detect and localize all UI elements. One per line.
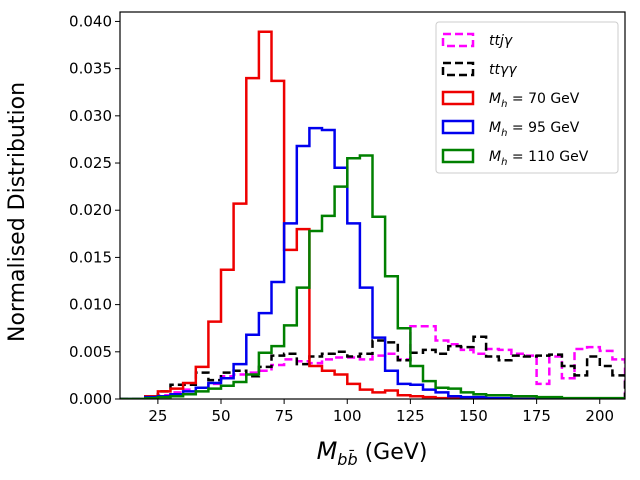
legend-swatch bbox=[441, 90, 475, 106]
legend-box bbox=[435, 21, 619, 174]
legend-label: Mh = 70 GeV bbox=[489, 91, 580, 110]
y-axis-title: Normalised Distribution bbox=[5, 82, 30, 342]
legend-label: Mh = 95 GeV bbox=[489, 120, 580, 139]
x-axis-ticks: 25 50 75 100 125 150 175 200 bbox=[148, 399, 614, 425]
legend-label: ttγγ bbox=[489, 62, 517, 78]
series-layer bbox=[120, 30, 625, 399]
legend-swatch bbox=[441, 61, 475, 77]
legend-label-main: M bbox=[489, 149, 501, 165]
legend-label-main: M bbox=[489, 120, 501, 136]
y-tick-label: 0.035 bbox=[69, 60, 112, 78]
y-tick-label: 0.025 bbox=[69, 154, 112, 172]
legend-label-sub: h bbox=[501, 157, 507, 168]
x-axis-title: Mbb̄ (GeV) bbox=[317, 437, 428, 469]
legend-swatch bbox=[441, 119, 475, 135]
x-tick-label: 175 bbox=[522, 407, 551, 425]
x-axis-title-unit: (GeV) bbox=[358, 440, 428, 465]
plot-frame bbox=[119, 11, 626, 400]
y-axis-ticks: 0.000 0.005 0.010 0.015 0.020 0.025 0.030 0.035… bbox=[69, 12, 120, 408]
x-axis-title-sub: bb̄ bbox=[337, 450, 357, 469]
x-axis-title-main: M bbox=[317, 437, 338, 465]
legend-label-rest: = 95 GeV bbox=[507, 120, 579, 136]
x-tick-label: 75 bbox=[275, 407, 294, 425]
y-tick-label: 0.010 bbox=[69, 296, 112, 314]
x-tick-label: 50 bbox=[211, 407, 230, 425]
series-line-2 bbox=[120, 30, 625, 399]
x-tick-label: 100 bbox=[333, 407, 362, 425]
legend-label: ttjγ bbox=[489, 33, 513, 49]
series-line-4 bbox=[120, 154, 625, 399]
x-tick-label: 25 bbox=[148, 407, 167, 425]
y-tick-label: 0.015 bbox=[69, 248, 112, 266]
legend-label: Mh = 110 GeV bbox=[489, 149, 589, 168]
legend-swatch bbox=[441, 148, 475, 164]
y-tick-label: 0.040 bbox=[69, 12, 112, 30]
y-tick-label: 0.005 bbox=[69, 343, 112, 361]
legend-swatch bbox=[441, 32, 475, 48]
y-tick-label: 0.030 bbox=[69, 107, 112, 125]
x-tick-label: 125 bbox=[396, 407, 425, 425]
y-tick-label: 0.000 bbox=[69, 390, 112, 408]
legend-label-sub: h bbox=[501, 99, 507, 110]
x-tick-label: 150 bbox=[459, 407, 488, 425]
legend-label-sub: h bbox=[501, 128, 507, 139]
y-tick-label: 0.020 bbox=[69, 201, 112, 219]
legend-label-rest: = 110 GeV bbox=[507, 149, 588, 165]
x-tick-label: 200 bbox=[585, 407, 614, 425]
legend-label-main: M bbox=[489, 91, 501, 107]
legend-label-rest: = 70 GeV bbox=[507, 91, 579, 107]
